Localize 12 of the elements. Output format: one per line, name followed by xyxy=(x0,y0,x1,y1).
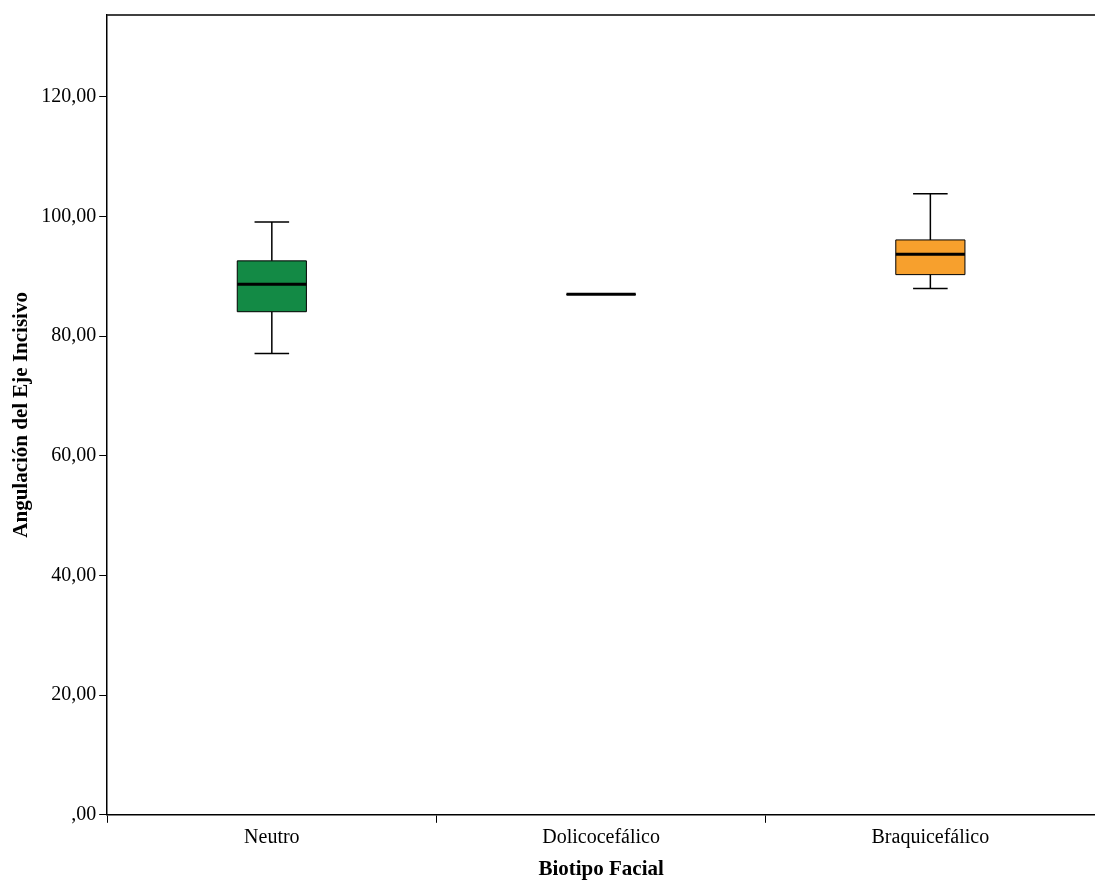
y-tick-label: 100,00 xyxy=(41,203,97,226)
y-tick-label: 80,00 xyxy=(51,323,97,346)
y-tick-label: 60,00 xyxy=(51,443,97,466)
y-tick-label: 40,00 xyxy=(51,562,97,585)
y-axis-title: Angulación del Eje Incisivo xyxy=(8,292,33,538)
x-axis-title: Biotipo Facial xyxy=(538,855,664,880)
y-tick-label: 20,00 xyxy=(51,682,97,705)
x-tick-label: Neutro xyxy=(244,825,300,848)
y-tick-label: 120,00 xyxy=(41,84,97,107)
x-tick-label: Braquicefálico xyxy=(871,825,990,849)
y-tick-label: ,00 xyxy=(71,802,97,825)
x-tick-label: Dolicocefálico xyxy=(542,825,660,848)
